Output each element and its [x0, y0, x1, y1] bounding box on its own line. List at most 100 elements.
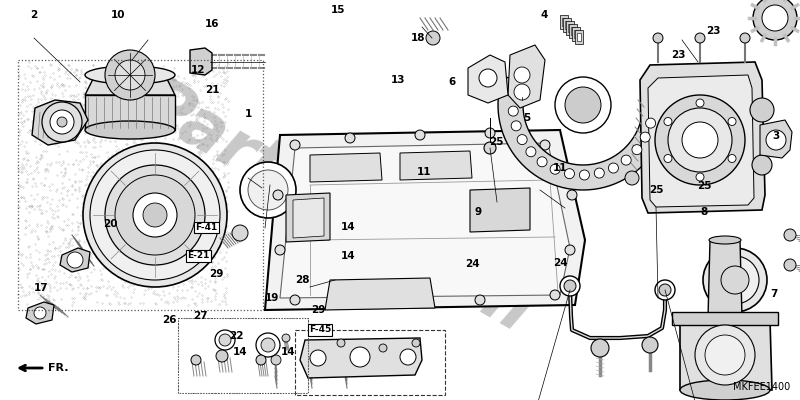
- Circle shape: [664, 118, 672, 126]
- Circle shape: [143, 203, 167, 227]
- Bar: [575, 30, 583, 44]
- Polygon shape: [760, 120, 792, 158]
- Text: F-45: F-45: [309, 326, 331, 334]
- Circle shape: [475, 295, 485, 305]
- Circle shape: [621, 155, 631, 165]
- Circle shape: [219, 334, 231, 346]
- Circle shape: [632, 145, 642, 155]
- Circle shape: [642, 337, 658, 353]
- Circle shape: [90, 150, 220, 280]
- Circle shape: [682, 122, 718, 158]
- Circle shape: [560, 276, 580, 296]
- Polygon shape: [310, 153, 382, 182]
- Text: 26: 26: [162, 315, 177, 325]
- Circle shape: [50, 110, 74, 134]
- Circle shape: [655, 95, 745, 185]
- Polygon shape: [190, 48, 212, 75]
- Text: 25: 25: [489, 137, 503, 147]
- Circle shape: [609, 163, 618, 173]
- Circle shape: [282, 334, 290, 342]
- Bar: [572, 27, 580, 41]
- Polygon shape: [32, 100, 88, 145]
- Circle shape: [400, 349, 416, 365]
- Text: Partsferibili: Partsferibili: [129, 69, 543, 347]
- Circle shape: [753, 0, 797, 40]
- Bar: [565, 21, 569, 29]
- Circle shape: [750, 98, 774, 122]
- Bar: [178, 318, 308, 393]
- Text: 8: 8: [700, 207, 708, 217]
- Circle shape: [640, 132, 650, 142]
- Circle shape: [740, 33, 750, 43]
- Circle shape: [594, 168, 604, 178]
- Bar: [563, 18, 571, 32]
- Polygon shape: [286, 193, 330, 242]
- Circle shape: [517, 134, 527, 144]
- Bar: [178, 318, 308, 393]
- Circle shape: [565, 169, 574, 179]
- Circle shape: [579, 170, 590, 180]
- Circle shape: [275, 245, 285, 255]
- Circle shape: [567, 190, 577, 200]
- Text: 28: 28: [295, 275, 310, 285]
- Bar: [566, 21, 574, 35]
- Circle shape: [762, 5, 788, 31]
- Circle shape: [540, 140, 550, 150]
- Text: FR.: FR.: [48, 363, 69, 373]
- Polygon shape: [468, 55, 508, 103]
- Circle shape: [555, 77, 611, 133]
- Circle shape: [345, 133, 355, 143]
- Text: 16: 16: [205, 19, 219, 29]
- Circle shape: [766, 130, 786, 150]
- Ellipse shape: [709, 236, 741, 244]
- Text: 21: 21: [205, 85, 219, 95]
- Polygon shape: [325, 278, 435, 310]
- Circle shape: [271, 355, 281, 365]
- Circle shape: [703, 248, 767, 312]
- Text: 6: 6: [448, 77, 456, 87]
- Text: 15: 15: [331, 5, 346, 15]
- Text: 3: 3: [772, 131, 780, 141]
- Text: 12: 12: [191, 65, 206, 75]
- Circle shape: [105, 50, 155, 100]
- Circle shape: [564, 280, 576, 292]
- Circle shape: [695, 33, 705, 43]
- Circle shape: [565, 245, 575, 255]
- Bar: [571, 27, 575, 35]
- Text: 27: 27: [193, 311, 207, 321]
- Circle shape: [273, 190, 283, 200]
- Bar: [577, 33, 581, 41]
- Circle shape: [784, 259, 796, 271]
- Text: 20: 20: [103, 219, 118, 229]
- Circle shape: [550, 164, 560, 174]
- Polygon shape: [85, 95, 175, 130]
- Polygon shape: [708, 240, 742, 318]
- Text: 29: 29: [209, 269, 223, 279]
- Circle shape: [355, 354, 363, 362]
- Text: 7: 7: [770, 289, 778, 299]
- Circle shape: [379, 344, 387, 352]
- Circle shape: [34, 307, 46, 319]
- Bar: [18, 60, 263, 310]
- Circle shape: [310, 350, 326, 366]
- Circle shape: [514, 67, 530, 83]
- Polygon shape: [648, 75, 754, 207]
- Circle shape: [115, 175, 195, 255]
- Circle shape: [375, 298, 385, 308]
- Circle shape: [105, 165, 205, 265]
- Circle shape: [42, 102, 82, 142]
- Bar: [295, 330, 445, 395]
- Circle shape: [664, 154, 672, 162]
- Circle shape: [216, 350, 228, 362]
- Text: 1: 1: [244, 109, 252, 119]
- Circle shape: [290, 295, 300, 305]
- Text: 14: 14: [341, 222, 355, 232]
- Text: 14: 14: [233, 347, 247, 357]
- Circle shape: [240, 162, 296, 218]
- Circle shape: [341, 355, 351, 365]
- Circle shape: [479, 69, 497, 87]
- Polygon shape: [498, 76, 668, 190]
- Polygon shape: [265, 130, 585, 310]
- Text: 11: 11: [417, 167, 431, 177]
- Circle shape: [655, 280, 675, 300]
